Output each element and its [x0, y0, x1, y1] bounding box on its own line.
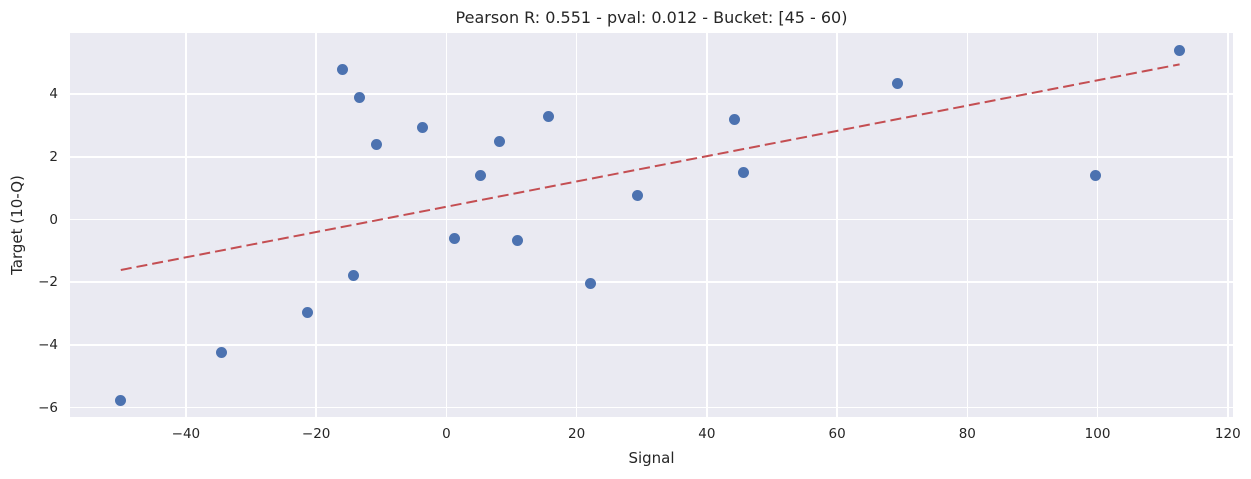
scatter-point: [475, 169, 487, 181]
scatter-point: [511, 235, 523, 247]
x-gridline: [1227, 33, 1229, 417]
scatter-point: [371, 138, 383, 150]
x-gridline: [185, 33, 187, 417]
x-gridline: [575, 33, 578, 417]
y-gridline: [70, 93, 1233, 95]
scatter-point: [354, 91, 366, 103]
y-tick-label: 0: [49, 211, 58, 228]
scatter-point: [585, 277, 597, 289]
x-tick-label: 80: [958, 426, 976, 442]
y-tick-label: 2: [49, 148, 58, 165]
scatter-point: [1090, 169, 1102, 181]
scatter-point: [337, 64, 349, 76]
scatter-point: [1174, 44, 1186, 56]
y-tick-label: −2: [38, 274, 58, 291]
y-axis-label: Target (10-Q): [8, 175, 26, 275]
y-gridline: [70, 344, 1233, 346]
plot-area: [70, 33, 1233, 417]
x-tick-label: 0: [442, 426, 451, 442]
x-tick-label: −40: [171, 426, 201, 442]
y-tick-label: 4: [49, 86, 58, 103]
x-tick-label: 120: [1214, 426, 1241, 442]
y-gridline: [70, 281, 1233, 283]
scatter-point: [631, 189, 643, 201]
x-tick-label: 40: [698, 426, 716, 442]
trendline: [120, 63, 1180, 271]
scatter-point: [417, 122, 429, 134]
x-gridline: [836, 33, 838, 417]
y-tick-label: −6: [38, 399, 58, 416]
x-gridline: [1096, 33, 1099, 417]
y-gridline: [70, 406, 1233, 409]
x-gridline: [445, 33, 448, 417]
scatter-point: [737, 166, 749, 178]
y-gridline: [70, 218, 1233, 221]
scatter-point: [301, 307, 313, 319]
x-gridline: [315, 33, 317, 417]
scatter-point: [494, 135, 506, 147]
scatter-point: [728, 113, 740, 125]
x-axis-label: Signal: [628, 449, 675, 467]
x-tick-label: 60: [828, 426, 846, 442]
x-tick-label: 100: [1084, 426, 1111, 442]
y-gridline: [70, 156, 1233, 158]
scatter-point: [543, 110, 555, 122]
x-gridline: [706, 33, 708, 417]
scatter-point: [449, 232, 461, 244]
trendline-path: [120, 63, 1180, 271]
scatter-point: [216, 346, 228, 358]
scatter-point: [115, 395, 127, 407]
chart-title: Pearson R: 0.551 - pval: 0.012 - Bucket:…: [455, 8, 848, 27]
x-tick-label: −20: [301, 426, 331, 442]
x-tick-label: 20: [568, 426, 586, 442]
y-tick-label: −4: [38, 336, 58, 353]
scatter-point: [892, 78, 904, 90]
x-gridline: [966, 33, 969, 417]
scatter-point: [347, 270, 359, 282]
